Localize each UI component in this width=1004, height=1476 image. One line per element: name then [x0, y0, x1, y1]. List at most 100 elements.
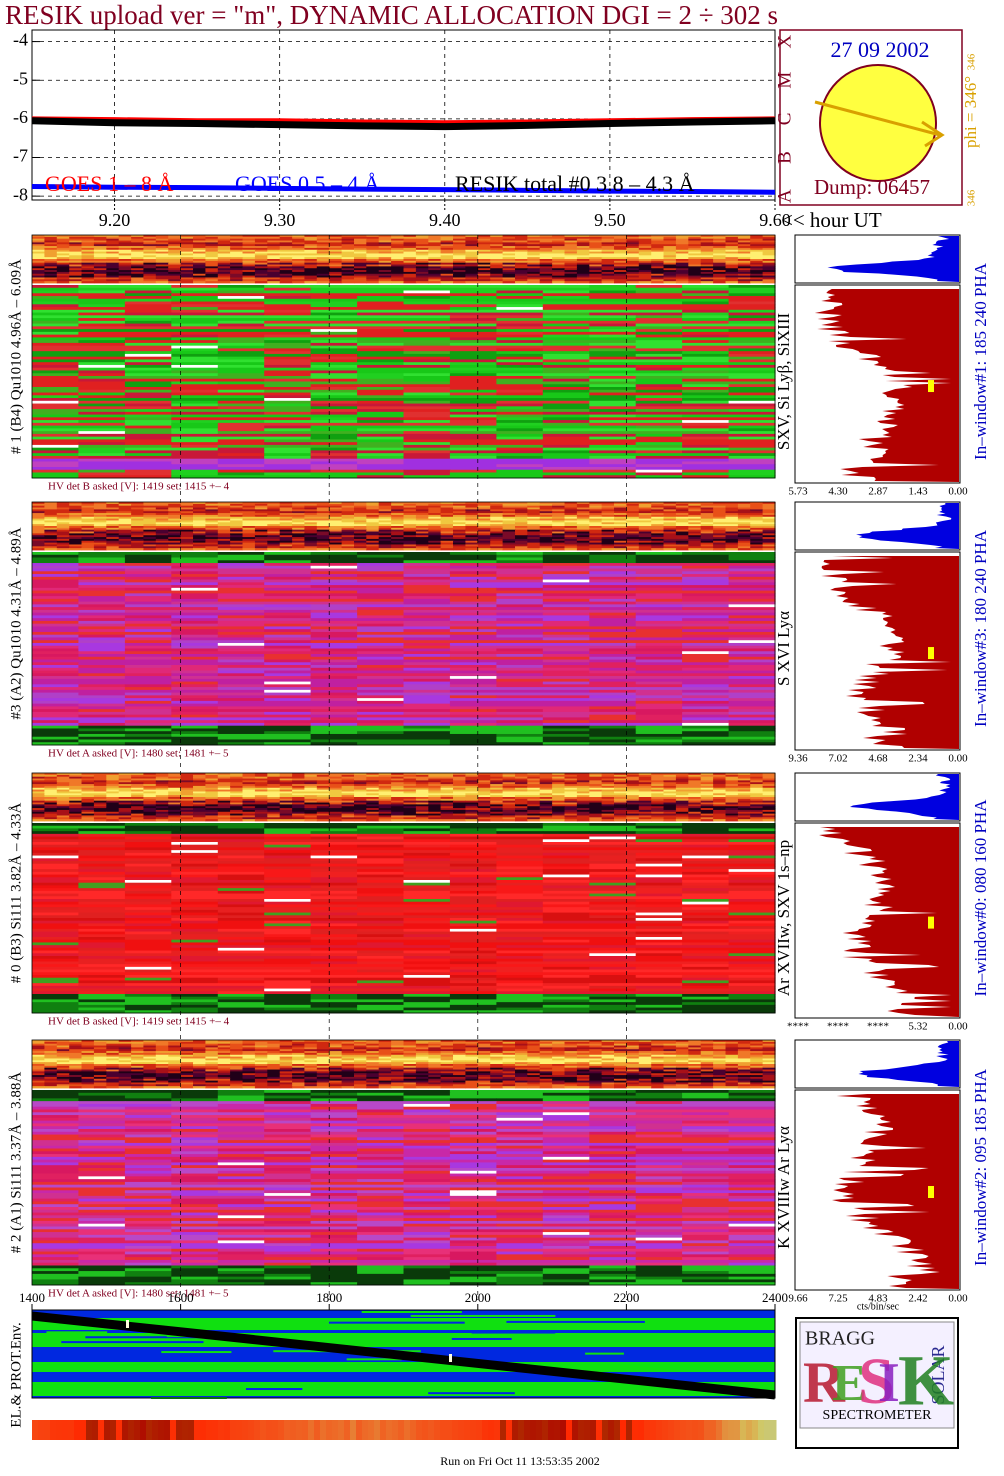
- spectrogram-cell: [354, 255, 367, 258]
- spectrogram-cell: [217, 574, 265, 578]
- spectrogram-cell: [32, 387, 79, 391]
- spectrogram-cell: [32, 631, 79, 636]
- spectrogram-cell: [357, 607, 405, 611]
- spectrogram-cell: [124, 384, 172, 388]
- spectrogram-cell: [728, 301, 776, 305]
- spectrogram-cell: [403, 544, 417, 547]
- spectrogram-cell: [217, 417, 265, 421]
- spectrogram-cell: [490, 271, 504, 275]
- spectrogram-cell: [601, 544, 615, 547]
- spectrogram-cell: [440, 538, 454, 542]
- spectrogram-cell: [242, 514, 256, 518]
- spectrogram-cell: [688, 238, 702, 241]
- spectrogram-cell: [230, 503, 244, 507]
- spectrogram-cell: [552, 527, 566, 531]
- spectrogram-cell: [168, 518, 182, 521]
- spectrogram-cell: [106, 260, 120, 264]
- spectrogram-cell: [242, 538, 256, 542]
- spectrogram-cell: [279, 257, 293, 260]
- spectrogram-cell: [737, 538, 751, 542]
- spectrogram-cell: [713, 270, 727, 273]
- spectrogram-cell: [81, 249, 95, 253]
- spectrogram-cell: [242, 526, 256, 529]
- spectrogram-cell: [688, 527, 702, 531]
- spectrogram-cell: [626, 257, 640, 260]
- spectrogram-cell: [728, 439, 776, 443]
- spectrogram-cell: [453, 524, 466, 527]
- spectrogram-cell: [193, 511, 206, 514]
- spectrogram-cell: [171, 433, 219, 438]
- spectrogram-cell: [663, 535, 677, 538]
- spectrogram-cell: [341, 260, 355, 264]
- histogram-fill: [827, 236, 959, 282]
- spectrogram-cell: [762, 251, 776, 254]
- spectrogram-cell: [589, 403, 637, 407]
- spectrogram-cell: [78, 387, 126, 391]
- spectrogram-cell: [267, 266, 281, 269]
- spectrogram-cell: [143, 268, 157, 271]
- spectrogram-cell: [564, 513, 578, 516]
- spectrogram-cell: [428, 251, 442, 254]
- spectrogram-cell: [564, 279, 578, 282]
- spectrogram-cell: [78, 309, 126, 313]
- spectrogram-cell: [78, 417, 126, 421]
- spectrogram-cell: [205, 249, 219, 253]
- spectrogram-cell: [490, 238, 504, 241]
- spectrogram-cell: [304, 273, 318, 277]
- spectrogram-cell: [527, 277, 541, 280]
- spectrogram-cell: [366, 535, 380, 538]
- spectrogram-cell: [171, 331, 219, 336]
- spectrogram-cell: [737, 535, 751, 538]
- spectrogram-cell: [106, 529, 120, 532]
- spectrogram-cell: [106, 533, 120, 536]
- spectrogram-cell: [762, 513, 776, 516]
- spectrogram-cell: [143, 544, 157, 547]
- spectrogram-cell: [682, 444, 730, 449]
- spectrogram-cell: [279, 509, 293, 512]
- spectrogram-cell: [651, 266, 665, 269]
- spectrogram-cell: [193, 531, 206, 534]
- spectrogram-cell: [78, 287, 126, 291]
- spectrogram-cell: [124, 439, 172, 443]
- spectrogram-cell: [403, 518, 417, 521]
- spectrogram-cell: [477, 511, 491, 514]
- spectrogram-cell: [193, 513, 206, 516]
- spectrogram-cell: [230, 260, 244, 264]
- spectrogram-cell: [682, 285, 730, 289]
- spectrogram-cell: [449, 631, 497, 636]
- spectrogram-cell: [124, 425, 172, 429]
- spectrogram-cell: [292, 251, 306, 254]
- spectrogram-cell: [449, 629, 497, 633]
- spectrogram-cell: [93, 273, 107, 277]
- spectrogram-cell: [589, 411, 637, 415]
- spectrogram-cell: [576, 522, 590, 525]
- spectrogram-cell: [564, 522, 578, 525]
- spectrogram-cell: [264, 455, 312, 460]
- spectrogram-cell: [576, 253, 590, 256]
- spectrogram-cell: [264, 431, 312, 435]
- spectrogram-cell: [81, 537, 95, 540]
- spectrogram-cell: [725, 235, 739, 238]
- spectrogram-cell: [264, 403, 312, 407]
- spectrogram-cell: [329, 244, 343, 247]
- spectrogram-cell: [465, 513, 479, 516]
- spectrogram-cell: [242, 533, 256, 536]
- spectrogram-cell: [496, 315, 544, 319]
- spectrogram-cell: [737, 259, 751, 262]
- spectrogram-cell: [589, 475, 637, 479]
- spectrogram-cell: [453, 526, 466, 529]
- spectrogram-cell: [762, 546, 776, 549]
- spectrogram-cell: [502, 281, 516, 284]
- spectrogram-cell: [542, 431, 590, 435]
- spectrogram-cell: [403, 458, 451, 462]
- spectrogram-cell: [496, 362, 544, 366]
- spectrogram-cell: [292, 266, 306, 269]
- spectrogram-cell: [576, 281, 590, 284]
- spectrogram-cell: [728, 582, 776, 586]
- spectrogram-cell: [725, 244, 739, 247]
- spectrogram-cell: [750, 507, 764, 510]
- spectrogram-cell: [589, 428, 637, 432]
- spectrogram-cell: [124, 293, 172, 297]
- spectrogram-cell: [155, 531, 169, 534]
- spectrogram-cell: [217, 420, 265, 424]
